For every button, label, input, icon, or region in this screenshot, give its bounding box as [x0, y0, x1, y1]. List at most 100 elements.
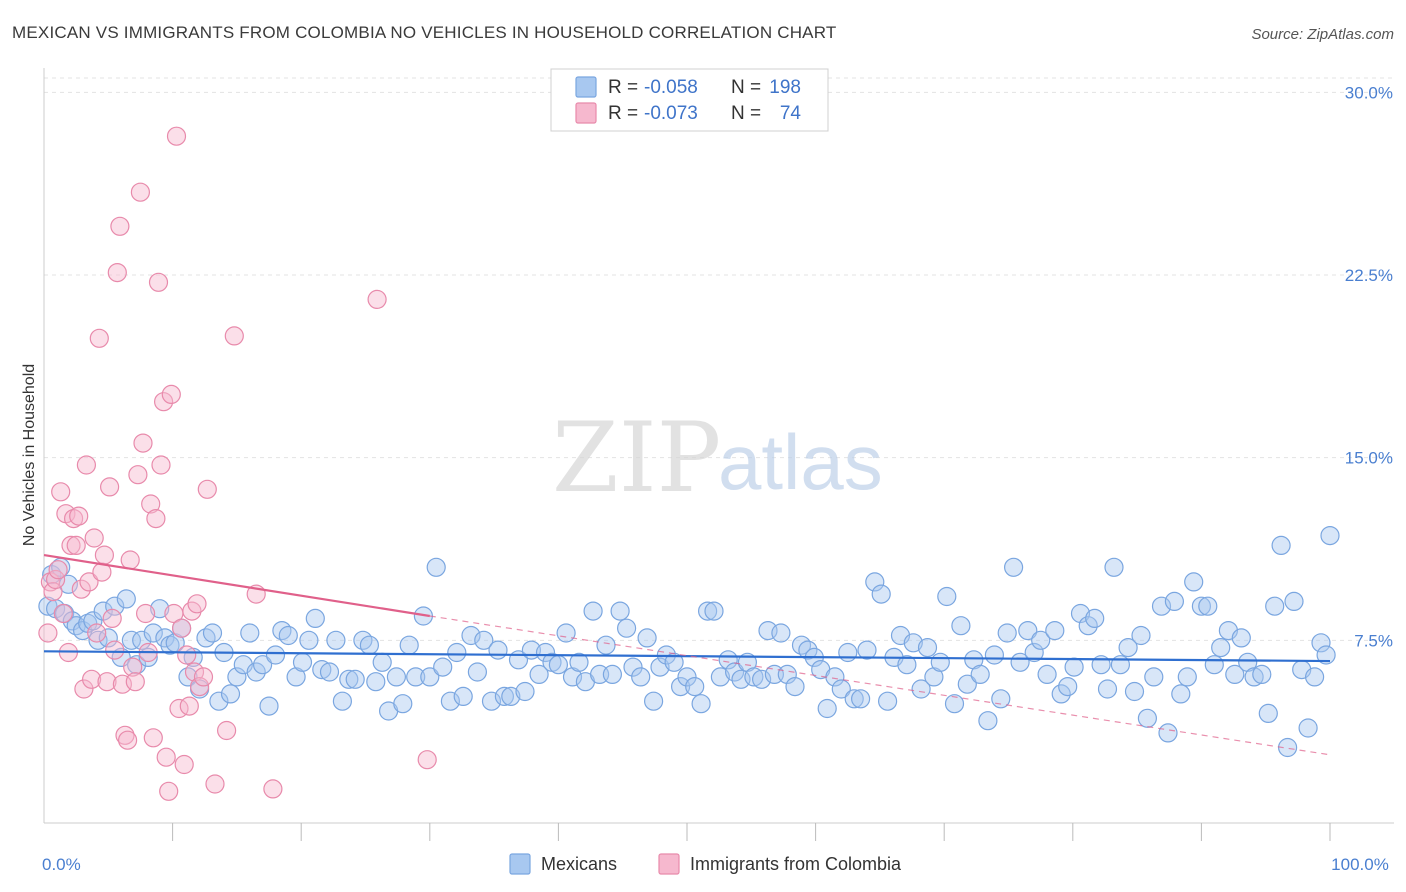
mexicans-point-70 — [461, 625, 481, 646]
y-tick-label-2: 22.5% — [1345, 266, 1393, 285]
mexicans-point-54 — [353, 630, 373, 650]
legend-n-value-1: 74 — [780, 103, 802, 124]
colombia-point-66 — [263, 779, 283, 799]
colombia-point-4 — [48, 560, 68, 580]
mexicans-point-53 — [345, 669, 365, 689]
mexicans-point-158 — [1051, 684, 1071, 704]
chart-title: MEXICAN VS IMMIGRANTS FROM COLOMBIA NO V… — [12, 23, 836, 42]
mexicans-point-171 — [1137, 708, 1158, 728]
mexicans-point-40 — [259, 696, 279, 716]
mexicans-point-140 — [930, 652, 950, 672]
mexicans-point-155 — [1031, 630, 1051, 650]
mexicans-point-98 — [650, 657, 670, 677]
mexicans-point-151 — [1003, 557, 1024, 577]
colombia-point-54 — [177, 645, 197, 665]
stats-legend: R = -0.058 N = 198 R = -0.073 N = 74 — [550, 68, 829, 132]
colombia-point-15 — [76, 455, 97, 475]
colombia-point-22 — [94, 545, 115, 565]
mexicans-point-0 — [38, 596, 58, 616]
colombia-point-46 — [156, 747, 176, 767]
mexicans-point-60 — [393, 694, 413, 714]
legend-n-label-0: N = — [731, 77, 761, 98]
y-tick-label-3: 30.0% — [1345, 83, 1393, 102]
colombia-point-36 — [130, 182, 150, 202]
mexicans-point-57 — [372, 652, 392, 672]
legend-r-value-1: -0.073 — [644, 103, 698, 124]
mexicans-point-190 — [1265, 596, 1285, 616]
colombia-point-44 — [151, 455, 171, 475]
x-ticks — [172, 823, 1331, 841]
mexicans-point-147 — [978, 711, 998, 731]
mexicans-point-129 — [857, 640, 877, 660]
mexicans-point-16 — [116, 589, 136, 609]
mexicans-point-187 — [1244, 667, 1264, 687]
colombia-point-10 — [63, 508, 84, 529]
mexicans-point-61 — [399, 635, 419, 655]
mexicans-point-75 — [494, 686, 514, 707]
stats-legend-box — [550, 68, 829, 132]
mexicans-point-120 — [798, 640, 818, 660]
colombia-point-25 — [102, 608, 122, 629]
mexicans-point-51 — [332, 691, 352, 711]
mexicans-point-56 — [366, 672, 386, 692]
mexicans-point-193 — [1284, 591, 1304, 612]
mexicans-point-135 — [897, 655, 917, 675]
mexicans-point-136 — [903, 633, 923, 653]
mexicans-point-74 — [488, 640, 508, 660]
mexicans-point-45 — [292, 652, 313, 672]
y-tick-labels: 7.5% 15.0% 22.5% 30.0% — [1345, 83, 1393, 650]
mexicans-point-76 — [501, 686, 521, 707]
y-tick-label-1: 15.0% — [1345, 449, 1393, 468]
mexicans-point-43 — [278, 625, 298, 646]
colombia-point-52 — [172, 618, 192, 638]
bottom-legend-colombia: Immigrants from Colombia — [690, 854, 902, 874]
axes — [43, 68, 1394, 824]
mexicans-point-198 — [1316, 645, 1336, 665]
colombia-point-5 — [51, 482, 71, 502]
mexicans-point-47 — [305, 608, 325, 629]
colombia-point-59 — [190, 676, 210, 697]
colombia-point-11 — [66, 535, 86, 556]
x-tick-labels: 0.0% 100.0% — [42, 855, 1389, 874]
colombia-point-55 — [179, 696, 199, 716]
mexicans-point-131 — [871, 584, 891, 604]
mexicans-point-191 — [1271, 535, 1291, 556]
colombia-point-20 — [89, 328, 109, 348]
series-mexicans — [38, 525, 1340, 758]
mexicans-point-181 — [1204, 655, 1224, 675]
mexicans-point-34 — [220, 684, 241, 704]
mexicans-point-177 — [1177, 667, 1197, 687]
mexicans-point-118 — [785, 676, 805, 697]
mexicans-point-24 — [160, 635, 180, 655]
mexicans-point-189 — [1258, 703, 1278, 724]
mexicans-point-80 — [529, 664, 549, 685]
mexicans-point-101 — [670, 676, 691, 697]
mexicans-point-32 — [209, 691, 229, 711]
mexicans-point-67 — [440, 691, 460, 711]
colombia-point-50 — [166, 126, 187, 146]
colombia-point-2 — [43, 581, 63, 602]
legend-r-value-0: -0.058 — [644, 77, 698, 98]
mexicans-point-179 — [1191, 596, 1212, 616]
mexicans-point-128 — [850, 689, 871, 709]
colombia-point-61 — [197, 479, 217, 499]
mexicans-point-162 — [1078, 616, 1098, 636]
mexicans-point-180 — [1198, 596, 1218, 616]
y-axis-label: No Vehicles in Household — [21, 364, 38, 546]
colombia-point-34 — [125, 672, 145, 692]
mexicans-point-126 — [838, 642, 858, 663]
mexicans-point-116 — [771, 623, 791, 643]
mexicans-point-153 — [1018, 620, 1038, 641]
mexicans-point-104 — [691, 694, 711, 714]
mexicans-point-150 — [997, 623, 1017, 643]
colombia-point-32 — [120, 550, 140, 570]
mexicans-point-154 — [1024, 642, 1044, 663]
mexicans-point-182 — [1211, 637, 1231, 658]
mexicans-point-30 — [196, 628, 216, 648]
mexicans-point-55 — [359, 635, 379, 655]
colombia-point-41 — [143, 728, 163, 748]
mexicans-point-142 — [944, 694, 965, 714]
trend-line-colombia-extension — [429, 615, 1331, 756]
mexicans-point-66 — [433, 657, 453, 677]
